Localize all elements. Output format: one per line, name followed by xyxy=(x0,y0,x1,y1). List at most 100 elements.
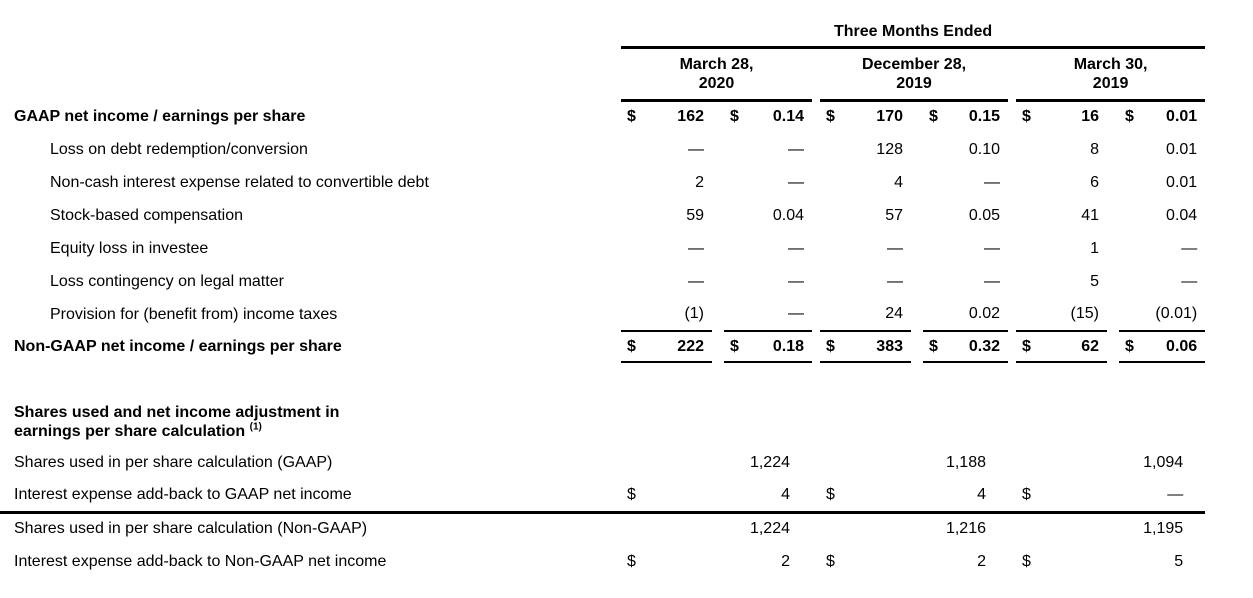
cell-value: 16 xyxy=(1081,108,1099,126)
dollar-sign xyxy=(724,298,744,332)
table-row: Loss on debt redemption/conversion — — 128 0… xyxy=(0,133,1253,166)
dollar-sign xyxy=(820,232,842,265)
spacer xyxy=(1008,545,1016,578)
dollar-sign xyxy=(820,166,842,199)
dollar-sign xyxy=(724,166,744,199)
dollar-sign xyxy=(621,166,643,199)
spacer xyxy=(812,100,820,133)
dollar-sign xyxy=(923,199,943,232)
dollar-sign xyxy=(820,512,842,545)
dollar-sign xyxy=(621,199,643,232)
cell-value: 57 xyxy=(885,206,903,224)
spacer xyxy=(712,166,724,199)
spacer xyxy=(1008,265,1016,298)
right-margin xyxy=(1205,100,1253,133)
table-row: Shares used in per share calculation (No… xyxy=(0,512,1253,545)
period-header-row: Three Months Ended xyxy=(0,16,1253,49)
spacer xyxy=(812,545,820,578)
right-margin xyxy=(1205,298,1253,331)
cell-value: — xyxy=(788,173,804,191)
empty-cell xyxy=(621,398,1253,446)
spacer xyxy=(1107,232,1119,265)
right-margin xyxy=(1205,479,1253,512)
col-header-line2: 2019 xyxy=(1092,74,1129,92)
spacer xyxy=(1008,133,1016,166)
dollar-sign: $ xyxy=(826,108,835,126)
dollar-sign: $ xyxy=(820,331,842,363)
table-row: Shares used in per share calculation (GA… xyxy=(0,446,1253,479)
dollar-sign xyxy=(621,512,643,545)
cell-value: 1,216 xyxy=(945,520,986,538)
spacer xyxy=(1107,298,1119,331)
cell-value: — xyxy=(744,298,812,332)
cell-value: 1,094 xyxy=(1143,453,1184,471)
cell-value: — xyxy=(1038,479,1206,514)
table-row: Stock-based compensation 59 0.04 57 0.05 41 0.… xyxy=(0,199,1253,232)
cell-value: (0.01) xyxy=(1139,298,1206,332)
dollar-sign xyxy=(923,298,943,332)
row-label: Loss on debt redemption/conversion xyxy=(50,140,308,158)
spacer xyxy=(1008,479,1016,514)
dollar-sign xyxy=(820,199,842,232)
table-row: Provision for (benefit from) income taxe… xyxy=(0,298,1253,332)
spacer xyxy=(1008,199,1016,232)
financial-table: Three Months Ended March 28, 2020 Decemb… xyxy=(0,16,1253,578)
section-heading-line2: earnings per share calculation (1) xyxy=(14,421,262,440)
spacer-row xyxy=(0,362,1253,398)
dollar-sign xyxy=(1119,199,1139,232)
cell-value: — xyxy=(788,140,804,158)
right-margin xyxy=(1205,166,1253,199)
dollar-sign xyxy=(923,166,943,199)
empty-cell xyxy=(812,47,820,100)
spacer xyxy=(1008,512,1016,545)
dollar-sign: $ xyxy=(730,108,739,126)
row-label: Shares used in per share calculation (GA… xyxy=(14,453,333,471)
row-label: GAAP net income / earnings per share xyxy=(14,107,306,125)
cell-value: 5 xyxy=(1174,552,1184,570)
cell-value: 6 xyxy=(1090,173,1099,191)
spacer xyxy=(911,265,923,298)
col-header-mar-2019: March 30, 2019 xyxy=(1016,47,1206,102)
cell-value: 0.05 xyxy=(968,206,1000,224)
cell-value: — xyxy=(1181,272,1198,290)
cell-value: (1) xyxy=(643,298,712,332)
dollar-sign xyxy=(820,446,842,479)
dollar-sign xyxy=(621,298,643,332)
cell-value: 0.01 xyxy=(1166,108,1198,126)
spacer xyxy=(812,331,820,362)
dollar-sign: $ xyxy=(826,552,835,570)
col-header-line1: December 28, xyxy=(861,55,967,73)
cell-value: 1,188 xyxy=(945,453,986,471)
cell-value: 5 xyxy=(1090,272,1099,290)
table-row: Non-cash interest expense related to con… xyxy=(0,166,1253,199)
empty-cell xyxy=(0,16,621,47)
cell-value: 1 xyxy=(1090,239,1099,257)
spacer xyxy=(712,265,724,298)
empty-cell xyxy=(0,362,621,398)
dollar-sign xyxy=(1119,232,1139,265)
dollar-sign: $ xyxy=(621,479,643,514)
dollar-sign: $ xyxy=(627,108,636,126)
spacer xyxy=(1008,446,1016,479)
spacer xyxy=(1008,166,1016,199)
dollar-sign xyxy=(1016,232,1038,265)
dollar-sign xyxy=(724,265,744,298)
dollar-sign: $ xyxy=(1125,108,1134,126)
dollar-sign xyxy=(621,446,643,479)
cell-value: 0.14 xyxy=(772,108,804,126)
spacer xyxy=(812,265,820,298)
spacer xyxy=(812,479,820,514)
cell-value: 0.04 xyxy=(772,206,804,224)
spacer xyxy=(911,166,923,199)
col-header-line2: 2019 xyxy=(896,74,932,92)
spacer xyxy=(812,199,820,232)
column-headers-row: March 28, 2020 December 28, 2019 March 3… xyxy=(0,47,1253,102)
spacer xyxy=(1107,133,1119,166)
cell-value: — xyxy=(788,272,804,290)
period-header: Three Months Ended xyxy=(621,16,1206,49)
spacer xyxy=(712,331,724,362)
spacer xyxy=(1107,331,1119,362)
row-label: Interest expense add-back to GAAP net in… xyxy=(0,479,621,514)
empty-cell xyxy=(1205,16,1253,47)
dollar-sign xyxy=(923,133,943,166)
